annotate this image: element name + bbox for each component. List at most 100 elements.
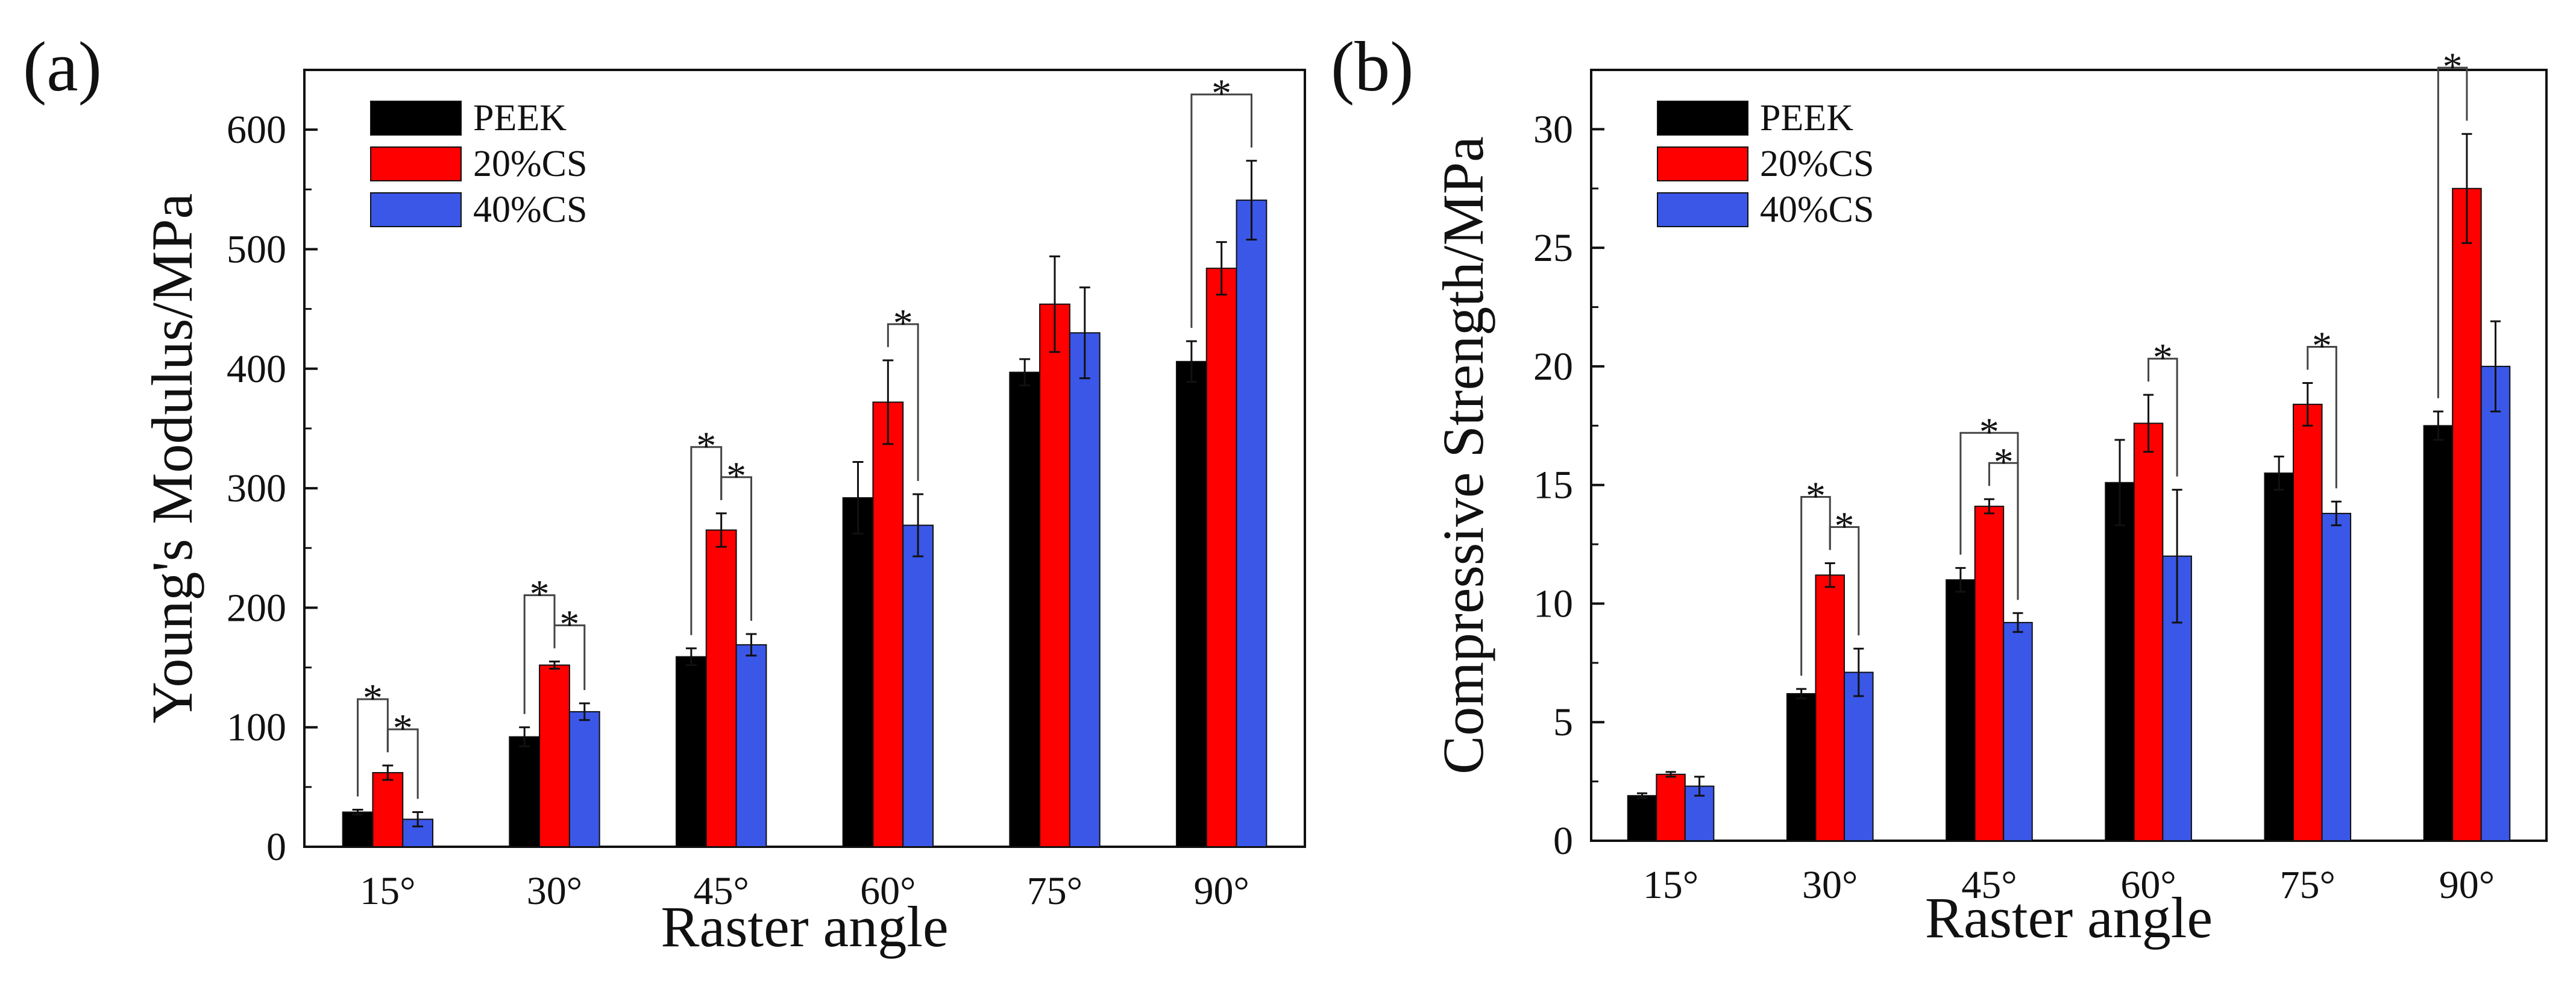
legend-label: 40%CS: [473, 189, 587, 230]
bar: [372, 772, 404, 847]
bar: [872, 401, 904, 847]
legend-label: 20%CS: [1760, 143, 1874, 184]
y-tick-label: 500: [227, 227, 286, 271]
error-bar: [715, 512, 727, 548]
error-bar: [549, 661, 560, 670]
legend-label: 20%CS: [473, 143, 587, 184]
y-tick-label: 15: [1533, 463, 1573, 507]
error-bar: [2490, 320, 2501, 413]
legend-swatch: [370, 146, 462, 181]
y-axis-title: Compressive Strength/MPa: [1431, 136, 1495, 774]
significance-star: *: [1806, 474, 1826, 518]
bar: [2292, 403, 2323, 841]
x-tick-label: 75°: [2280, 863, 2336, 907]
error-bar: [1049, 255, 1060, 353]
bar: [2264, 473, 2294, 841]
y-tick-label: 10: [1533, 582, 1573, 626]
error-bar: [2012, 612, 2023, 633]
error-bar: [685, 647, 697, 667]
x-tick-label: 15°: [1643, 863, 1698, 907]
legend-label: 40%CS: [1760, 189, 1874, 230]
y-tick-label: 30: [1533, 107, 1573, 151]
significance-star: *: [1835, 504, 1855, 548]
error-bar: [1824, 562, 1835, 588]
bar: [342, 811, 374, 847]
bar: [1946, 579, 1976, 841]
error-bar: [2461, 133, 2472, 244]
bar: [1627, 795, 1657, 841]
error-bar: [852, 460, 864, 535]
y-tick-label: 200: [227, 586, 286, 630]
bar: [1205, 268, 1237, 847]
legend-swatch: [370, 192, 462, 227]
y-tick-label: 0: [266, 825, 286, 869]
bar: [705, 529, 737, 847]
legend-label: PEEK: [1760, 98, 1853, 139]
error-bar: [2114, 439, 2125, 527]
x-axis-title: Raster angle: [661, 894, 948, 959]
significance-bracket: [1800, 496, 1831, 676]
significance-bracket: [523, 594, 556, 714]
significance-star: *: [726, 454, 746, 498]
error-bar: [1636, 792, 1648, 799]
significance-star: *: [2153, 336, 2173, 380]
error-bar: [1694, 776, 1705, 797]
bar: [2480, 365, 2511, 841]
panel-label: (b): [1331, 27, 1414, 106]
bar: [1236, 199, 1268, 847]
error-bar: [882, 359, 894, 445]
error-bar: [1246, 160, 1257, 241]
x-tick-label: 75°: [1027, 869, 1082, 913]
significance-bracket: [720, 476, 752, 621]
error-bar: [2143, 394, 2154, 453]
legend-label: PEEK: [473, 98, 567, 139]
error-bar: [352, 809, 363, 815]
x-axis-title: Raster angle: [1925, 885, 2213, 950]
bar: [1844, 671, 1874, 841]
bar: [2133, 422, 2164, 841]
error-bar: [1019, 358, 1031, 387]
significance-bracket: [553, 624, 586, 691]
bar: [2452, 187, 2482, 841]
significance-bracket: [357, 698, 389, 797]
error-bar: [1665, 771, 1676, 778]
error-bar: [2302, 381, 2313, 427]
bar: [902, 524, 934, 847]
significance-star: *: [696, 424, 716, 468]
error-bar: [913, 493, 924, 557]
bar: [1009, 371, 1041, 847]
x-tick-label: 45°: [693, 869, 749, 913]
bar: [1656, 773, 1686, 841]
x-tick-label: 30°: [1802, 863, 1858, 907]
error-bar: [412, 811, 424, 827]
y-tick-label: 20: [1533, 345, 1573, 389]
plot-frame: [1590, 69, 2548, 842]
error-bar: [2331, 500, 2342, 527]
significance-bracket: [2147, 357, 2178, 477]
bar: [509, 736, 541, 847]
bar: [1069, 332, 1101, 847]
error-bar: [382, 764, 394, 781]
significance-star: *: [1994, 440, 2014, 484]
error-bar: [1186, 340, 1197, 383]
bar: [1039, 303, 1070, 847]
x-tick-label: 30°: [527, 869, 582, 913]
error-bar: [1216, 241, 1227, 296]
legend-swatch: [1657, 101, 1748, 136]
significance-bracket: [690, 446, 723, 635]
significance-bracket: [1190, 93, 1252, 328]
panel-label: (a): [23, 27, 102, 106]
significance-star: *: [559, 603, 579, 647]
legend-swatch: [1657, 146, 1748, 181]
significance-star: *: [2312, 324, 2332, 368]
bar: [539, 664, 570, 847]
y-tick-label: 25: [1533, 226, 1573, 270]
significance-star: *: [393, 706, 413, 750]
bar: [675, 656, 707, 848]
significance-star: *: [893, 301, 913, 345]
y-tick-label: 400: [227, 347, 286, 391]
x-tick-label: 45°: [1961, 863, 2017, 907]
significance-star: *: [1979, 410, 1999, 454]
bar: [2003, 621, 2033, 841]
